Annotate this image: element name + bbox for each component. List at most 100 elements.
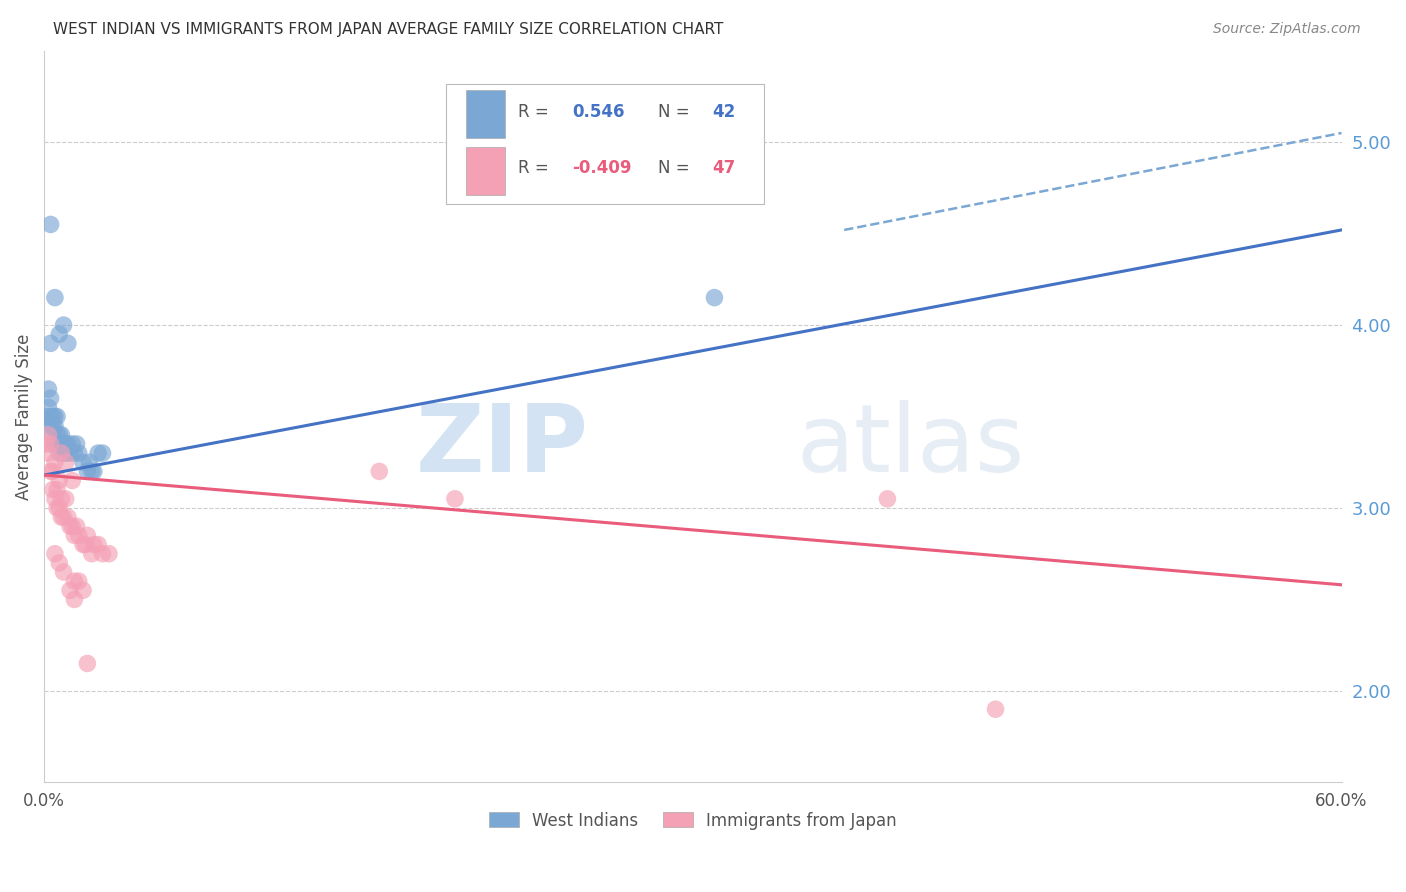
Point xyxy=(52,565,75,579)
Point xyxy=(444,491,467,506)
Y-axis label: Average Family Size: Average Family Size xyxy=(15,334,32,500)
Point xyxy=(60,474,83,488)
Point xyxy=(65,519,87,533)
Point xyxy=(39,336,62,351)
Point xyxy=(76,464,98,478)
Point xyxy=(51,446,73,460)
FancyBboxPatch shape xyxy=(465,147,505,194)
Point xyxy=(55,491,77,506)
Point xyxy=(51,491,73,506)
Point xyxy=(63,446,86,460)
Text: WEST INDIAN VS IMMIGRANTS FROM JAPAN AVERAGE FAMILY SIZE CORRELATION CHART: WEST INDIAN VS IMMIGRANTS FROM JAPAN AVE… xyxy=(53,22,724,37)
Point xyxy=(76,657,98,671)
Point xyxy=(48,446,70,460)
Point xyxy=(39,409,62,424)
Text: 42: 42 xyxy=(713,103,735,120)
Point xyxy=(56,336,79,351)
Point xyxy=(79,455,101,469)
Point xyxy=(37,401,59,415)
Point xyxy=(44,409,66,424)
Text: R =: R = xyxy=(517,103,548,120)
Point xyxy=(51,510,73,524)
Point xyxy=(48,427,70,442)
Text: N =: N = xyxy=(658,103,689,120)
Point xyxy=(37,446,59,460)
Point xyxy=(56,510,79,524)
Text: ZIP: ZIP xyxy=(416,400,589,491)
Text: N =: N = xyxy=(658,160,689,178)
Point xyxy=(37,382,59,396)
Point xyxy=(44,418,66,433)
Point xyxy=(83,537,105,551)
Point xyxy=(76,528,98,542)
Point xyxy=(46,500,69,515)
Point xyxy=(46,427,69,442)
Point xyxy=(91,547,114,561)
Point xyxy=(63,592,86,607)
Point xyxy=(55,446,77,460)
Text: 0.546: 0.546 xyxy=(572,103,624,120)
Point xyxy=(83,464,105,478)
Point xyxy=(46,409,69,424)
Point xyxy=(42,464,65,478)
Point xyxy=(48,327,70,342)
Point xyxy=(67,574,90,589)
Point xyxy=(80,464,103,478)
Point xyxy=(42,418,65,433)
Point xyxy=(52,446,75,460)
Point xyxy=(44,291,66,305)
Point xyxy=(368,464,391,478)
Point xyxy=(55,437,77,451)
Point xyxy=(60,519,83,533)
Point xyxy=(39,391,62,405)
FancyBboxPatch shape xyxy=(465,90,505,138)
Point xyxy=(51,427,73,442)
Point xyxy=(87,537,110,551)
Point xyxy=(59,519,82,533)
Point xyxy=(48,500,70,515)
Point xyxy=(80,547,103,561)
Point xyxy=(35,409,58,424)
Point xyxy=(52,318,75,332)
Point xyxy=(65,437,87,451)
Point xyxy=(72,455,94,469)
Text: atlas: atlas xyxy=(797,400,1025,491)
Text: Source: ZipAtlas.com: Source: ZipAtlas.com xyxy=(1213,22,1361,37)
Point xyxy=(39,218,62,232)
Point xyxy=(39,437,62,451)
Point xyxy=(42,409,65,424)
Point xyxy=(67,446,90,460)
Text: -0.409: -0.409 xyxy=(572,160,631,178)
Point xyxy=(60,437,83,451)
Point xyxy=(75,537,97,551)
Point xyxy=(703,291,725,305)
Point xyxy=(51,437,73,451)
Point xyxy=(72,537,94,551)
Point xyxy=(91,446,114,460)
Point xyxy=(44,491,66,506)
Point xyxy=(72,583,94,598)
Point xyxy=(87,446,110,460)
Point xyxy=(44,437,66,451)
Point xyxy=(42,483,65,497)
Point xyxy=(37,427,59,442)
Point xyxy=(984,702,1007,716)
Point xyxy=(55,455,77,469)
Point xyxy=(46,483,69,497)
Point xyxy=(39,464,62,478)
Legend: West Indians, Immigrants from Japan: West Indians, Immigrants from Japan xyxy=(482,805,904,836)
Point xyxy=(98,547,121,561)
Point xyxy=(876,491,898,506)
Point xyxy=(48,556,70,570)
Point xyxy=(67,528,90,542)
Point xyxy=(44,455,66,469)
Point xyxy=(59,446,82,460)
Point xyxy=(44,547,66,561)
Point xyxy=(42,427,65,442)
Point xyxy=(48,474,70,488)
Point xyxy=(59,583,82,598)
FancyBboxPatch shape xyxy=(446,84,765,204)
Point xyxy=(63,528,86,542)
Text: 47: 47 xyxy=(713,160,735,178)
Point xyxy=(46,437,69,451)
